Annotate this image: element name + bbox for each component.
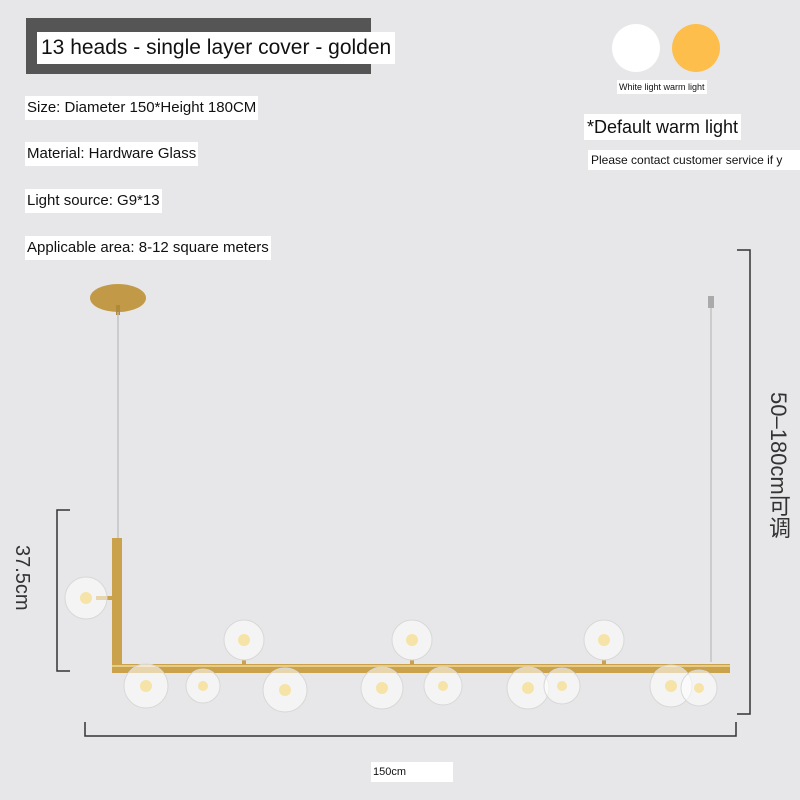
warm-light-swatch (672, 24, 720, 72)
default-light-note: *Default warm light (584, 114, 742, 140)
ceiling-canopy (90, 284, 146, 312)
globe (583, 619, 625, 664)
drop-length-label: 37.5cm (11, 545, 33, 611)
globe (506, 666, 550, 710)
vertical-arm (112, 538, 122, 672)
globe (649, 664, 693, 708)
white-light-swatch (612, 24, 660, 72)
globe (391, 619, 433, 664)
globe (543, 667, 581, 705)
drop-dimension-line (56, 509, 70, 672)
canopy-stem (116, 305, 120, 315)
dimension-lines (56, 249, 751, 737)
height-dimension-line (737, 249, 751, 715)
width-dimension-line (84, 722, 737, 737)
globe (185, 668, 221, 704)
cable-grip-right (708, 296, 714, 308)
globe (262, 667, 308, 713)
glass-globes (64, 576, 718, 713)
swatch-labels: White light warm light (617, 80, 707, 94)
globe (680, 669, 718, 707)
product-title: 13 heads - single layer cover - golden (37, 32, 396, 64)
horizontal-bar (112, 664, 730, 673)
height-range-label: 50–180cm可调 (766, 392, 791, 539)
width-label: 150cm (371, 762, 453, 782)
globe (123, 663, 169, 709)
spec-material: Material: Hardware Glass (25, 142, 199, 166)
globe (423, 666, 463, 706)
globe (64, 576, 112, 620)
contact-note: Please contact customer service if y (588, 150, 800, 170)
globe (223, 619, 265, 664)
globe (360, 666, 404, 710)
spec-light-source: Light source: G9*13 (25, 189, 162, 213)
spec-area: Applicable area: 8-12 square meters (25, 236, 271, 260)
bar-highlight (112, 665, 730, 667)
spec-size: Size: Diameter 150*Height 180CM (25, 96, 259, 120)
